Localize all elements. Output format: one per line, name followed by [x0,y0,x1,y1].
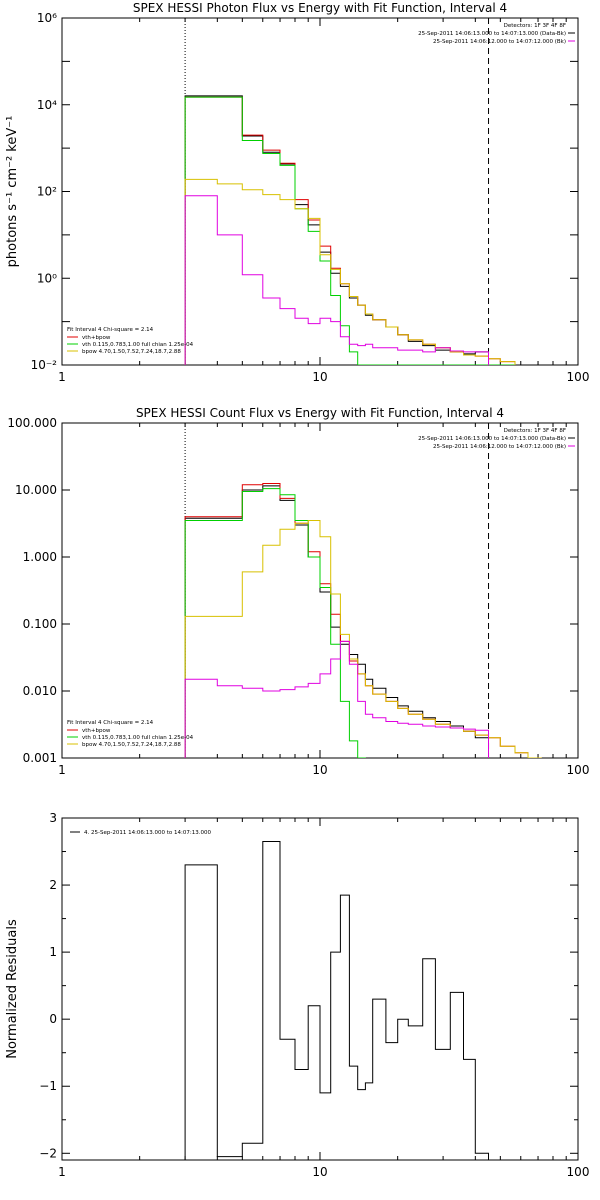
chart-title: SPEX HESSI Count Flux vs Energy with Fit… [136,406,504,420]
y-tick-label: 0.100 [23,617,57,631]
series-bk-line [184,195,489,365]
y-tick-label: 100.000 [7,416,57,430]
legend-text: 25-Sep-2011 14:06:12.000 to 14:07:12.000… [433,39,566,45]
y-tick-label: 10.000 [15,483,57,497]
x-tick-label: 100 [567,1165,590,1179]
plot-frame [61,17,579,366]
legend-text: vth+bpow [82,335,111,341]
x-tick-label: 1 [58,763,66,777]
x-tick-label: 10 [312,370,327,384]
plot-frame [61,817,579,1161]
series-bpow-line [184,520,554,758]
x-tick-label: 100 [567,370,590,384]
y-tick-label: 10⁻² [31,358,58,372]
series-vth-line [184,488,489,758]
legend-text: vth 0.115,0.783,1.00 full chian 1.25e-04 [82,342,194,348]
legend-text: vth+bpow [82,728,111,734]
y-tick-label: 1 [49,945,57,959]
y-tick-label: 0 [49,1012,57,1026]
series-data-line [184,95,489,365]
series-data-line [184,485,489,758]
x-tick-label: 10 [312,763,327,777]
y-tick-label: −1 [39,1079,57,1093]
y-axis-label: Normalized Residuals [5,919,20,1059]
y-tick-label: −2 [39,1146,57,1160]
legend-text: bpow 4.70,1.50,7.52,7.24,18.7,2.88 [82,349,181,355]
legend-text: Detectors: 1F 3F 4F 8F [504,428,566,434]
legend-heading: Fit Interval 4 Chi-square = 2.14 [67,327,154,333]
chart-title: SPEX HESSI Photon Flux vs Energy with Fi… [133,1,507,15]
y-tick-label: 10² [37,185,57,199]
legend-text: bpow 4.70,1.50,7.52,7.24,18.7,2.88 [82,742,181,748]
series-total-line [184,483,554,758]
series-bk-line [184,640,489,758]
y-tick-label: 0.010 [23,684,57,698]
legend-text: vth 0.115,0.783,1.00 full chian 1.25e-04 [82,735,194,741]
legend-text: 25-Sep-2011 14:06:13.000 to 14:07:13.000… [418,436,566,442]
legend-heading: Fit Interval 4 Chi-square = 2.14 [67,720,154,726]
y-tick-label: 1.000 [23,550,57,564]
series-vth-line [184,96,515,365]
y-tick-label: 10⁴ [37,98,57,112]
x-tick-label: 10 [312,1165,327,1179]
x-tick-label: 1 [58,1165,66,1179]
x-tick-label: 1 [58,370,66,384]
series-bpow-line [184,178,516,365]
y-tick-label: 2 [49,878,57,892]
legend-text: Detectors: 1F 3F 4F 8F [504,23,566,29]
legend-text: 4. 25-Sep-2011 14:06:13.000 to 14:07:13.… [84,830,211,836]
legend-text: 25-Sep-2011 14:06:13.000 to 14:07:13.000… [418,31,566,37]
y-tick-label: 0.001 [23,751,57,765]
y-tick-label: 10⁰ [37,271,57,285]
y-axis-label: photons s⁻¹ cm⁻² keV⁻¹ [5,116,20,268]
series-total-line [184,96,516,365]
y-tick-label: 10⁶ [37,11,57,25]
y-tick-label: 3 [49,811,57,825]
series-data-line [184,841,489,1160]
legend-text: 25-Sep-2011 14:06:12.000 to 14:07:12.000… [433,444,566,450]
x-tick-label: 100 [567,763,590,777]
